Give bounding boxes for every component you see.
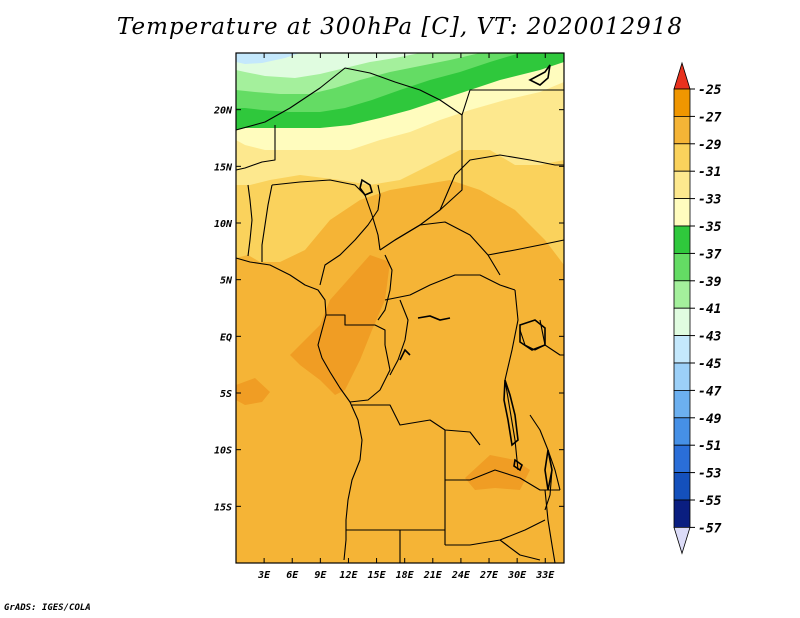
colorbar-label: -39: [698, 275, 722, 290]
colorbar-segment: [673, 116, 691, 145]
grads-credit: GrADS: IGES/COLA: [4, 603, 91, 613]
lakes: [359, 64, 553, 491]
colorbar-segment: [673, 389, 691, 419]
colorbar-label: -47: [698, 384, 722, 399]
colorbar-segment: [673, 307, 691, 337]
map-frame: [235, 52, 565, 564]
x-tick-label: 9E: [314, 570, 327, 581]
colorbar-segment: [673, 252, 691, 282]
border-benin-nigeria: [261, 184, 273, 262]
x-tick-label: 6E: [286, 570, 299, 581]
y-tick-label: 10S: [214, 446, 232, 457]
colorbar-bottom-arrow: [673, 527, 691, 555]
colorbar-top-arrow: [673, 61, 691, 90]
map-ticks: 3E 6E 9E 12E 15E 18E 21E 24E 27E 30E 33E 20N 15N 10N 5…: [213, 53, 564, 581]
country-borders: [235, 67, 565, 564]
border-nigeria-niger: [271, 179, 381, 251]
colorbar-segment: [673, 280, 691, 309]
field-warm-patch-2: [236, 378, 270, 405]
colorbar-segment: [673, 444, 691, 474]
colorbar-label: -33: [698, 193, 722, 208]
colorbar-label: -49: [698, 412, 722, 427]
colorbar-segment: [673, 335, 691, 364]
y-tick-label: 20N: [213, 106, 233, 117]
field-band-45: [236, 53, 300, 64]
colorbar-segment: [673, 225, 691, 254]
field-band-43: [236, 53, 420, 78]
river-ubangi: [399, 348, 411, 361]
x-tick-label: 15E: [368, 570, 387, 581]
y-tick-label: 5S: [220, 389, 232, 400]
y-tick-label: 15N: [214, 162, 233, 173]
border-kenya: [539, 319, 564, 356]
colorbar-segment: [673, 472, 691, 501]
colorbar-label: -29: [698, 138, 722, 153]
y-tick-label: EQ: [220, 332, 232, 343]
border-congo: [349, 344, 391, 403]
colorbar-label: -25: [698, 83, 722, 98]
colorbar-segment: [673, 198, 691, 227]
x-tick-label: 30E: [507, 570, 527, 581]
y-tick-label: 15S: [214, 502, 232, 513]
x-tick-label: 18E: [396, 570, 415, 581]
x-tick-label: 33E: [535, 570, 555, 581]
border-angola-north: [352, 404, 481, 446]
border-niger-chad: [379, 115, 463, 251]
colorbar-label: -35: [698, 220, 722, 235]
x-tick-label: 21E: [423, 570, 443, 581]
colorbar-label: -57: [698, 521, 722, 536]
border-mali-niger: [235, 125, 276, 171]
y-tick-label: 10N: [214, 219, 233, 230]
border-sahel: [235, 67, 463, 131]
map-panel: 3E 6E 9E 12E 15E 18E 21E 24E 27E 30E 33E 20N 15N 10N 5…: [213, 52, 565, 581]
y-tick-label: 5N: [220, 276, 233, 287]
colorbar-segment: [673, 417, 691, 446]
river-congo: [417, 315, 451, 321]
lake-red-sea-coast: [528, 64, 551, 86]
coastline-west-africa: [235, 257, 363, 561]
colorbar-label: -37: [698, 247, 722, 262]
x-tick-label: 27E: [479, 570, 499, 581]
border-sudan-south: [439, 154, 564, 211]
colorbar-label: -55: [698, 494, 722, 509]
lake-tanganyika: [503, 379, 519, 447]
lake-bangweulu: [513, 458, 523, 472]
border-nigeria-cameroon: [319, 184, 381, 286]
colorbar-segment: [673, 88, 691, 117]
border-sudan-chad: [461, 89, 564, 116]
map-title: Temperature at 300hPa [C], VT: 202001291…: [116, 14, 684, 40]
colorbar-label: -31: [698, 165, 721, 180]
colorbar-segment: [673, 170, 691, 199]
colorbar-label: -27: [698, 110, 722, 125]
lake-victoria: [519, 319, 546, 351]
colorbar-label: -41: [698, 302, 721, 317]
border-zimbabwe: [499, 539, 541, 561]
colorbar-label: -51: [698, 439, 721, 454]
border-car-south: [384, 274, 516, 301]
colorbar-label: -53: [698, 467, 722, 482]
x-tick-label: 24E: [451, 570, 471, 581]
colorbar-segment: [673, 499, 691, 528]
x-tick-label: 12E: [339, 570, 358, 581]
lake-chad: [359, 178, 373, 196]
colorbar-segment: [673, 143, 691, 172]
border-drc-west: [389, 299, 409, 376]
border-cameroon-car: [377, 254, 393, 321]
field-warm-patch-1: [290, 255, 390, 395]
border-south-sudan: [487, 239, 565, 256]
border-zambia: [445, 469, 560, 491]
border-chad-car: [394, 221, 501, 276]
x-tick-label: 3E: [257, 570, 271, 581]
lake-malawi: [544, 449, 553, 491]
colorbar-label: -43: [698, 330, 722, 345]
colorbar-segment: [673, 362, 691, 391]
colorbar-label: -45: [698, 357, 722, 372]
border-gabon: [326, 314, 386, 345]
colorbar: -25 -27 -29 -31 -33 -35 -37 -39 -41 -43 -45 -47 -49 -…: [673, 61, 722, 555]
border-ghana-togo: [247, 184, 253, 257]
